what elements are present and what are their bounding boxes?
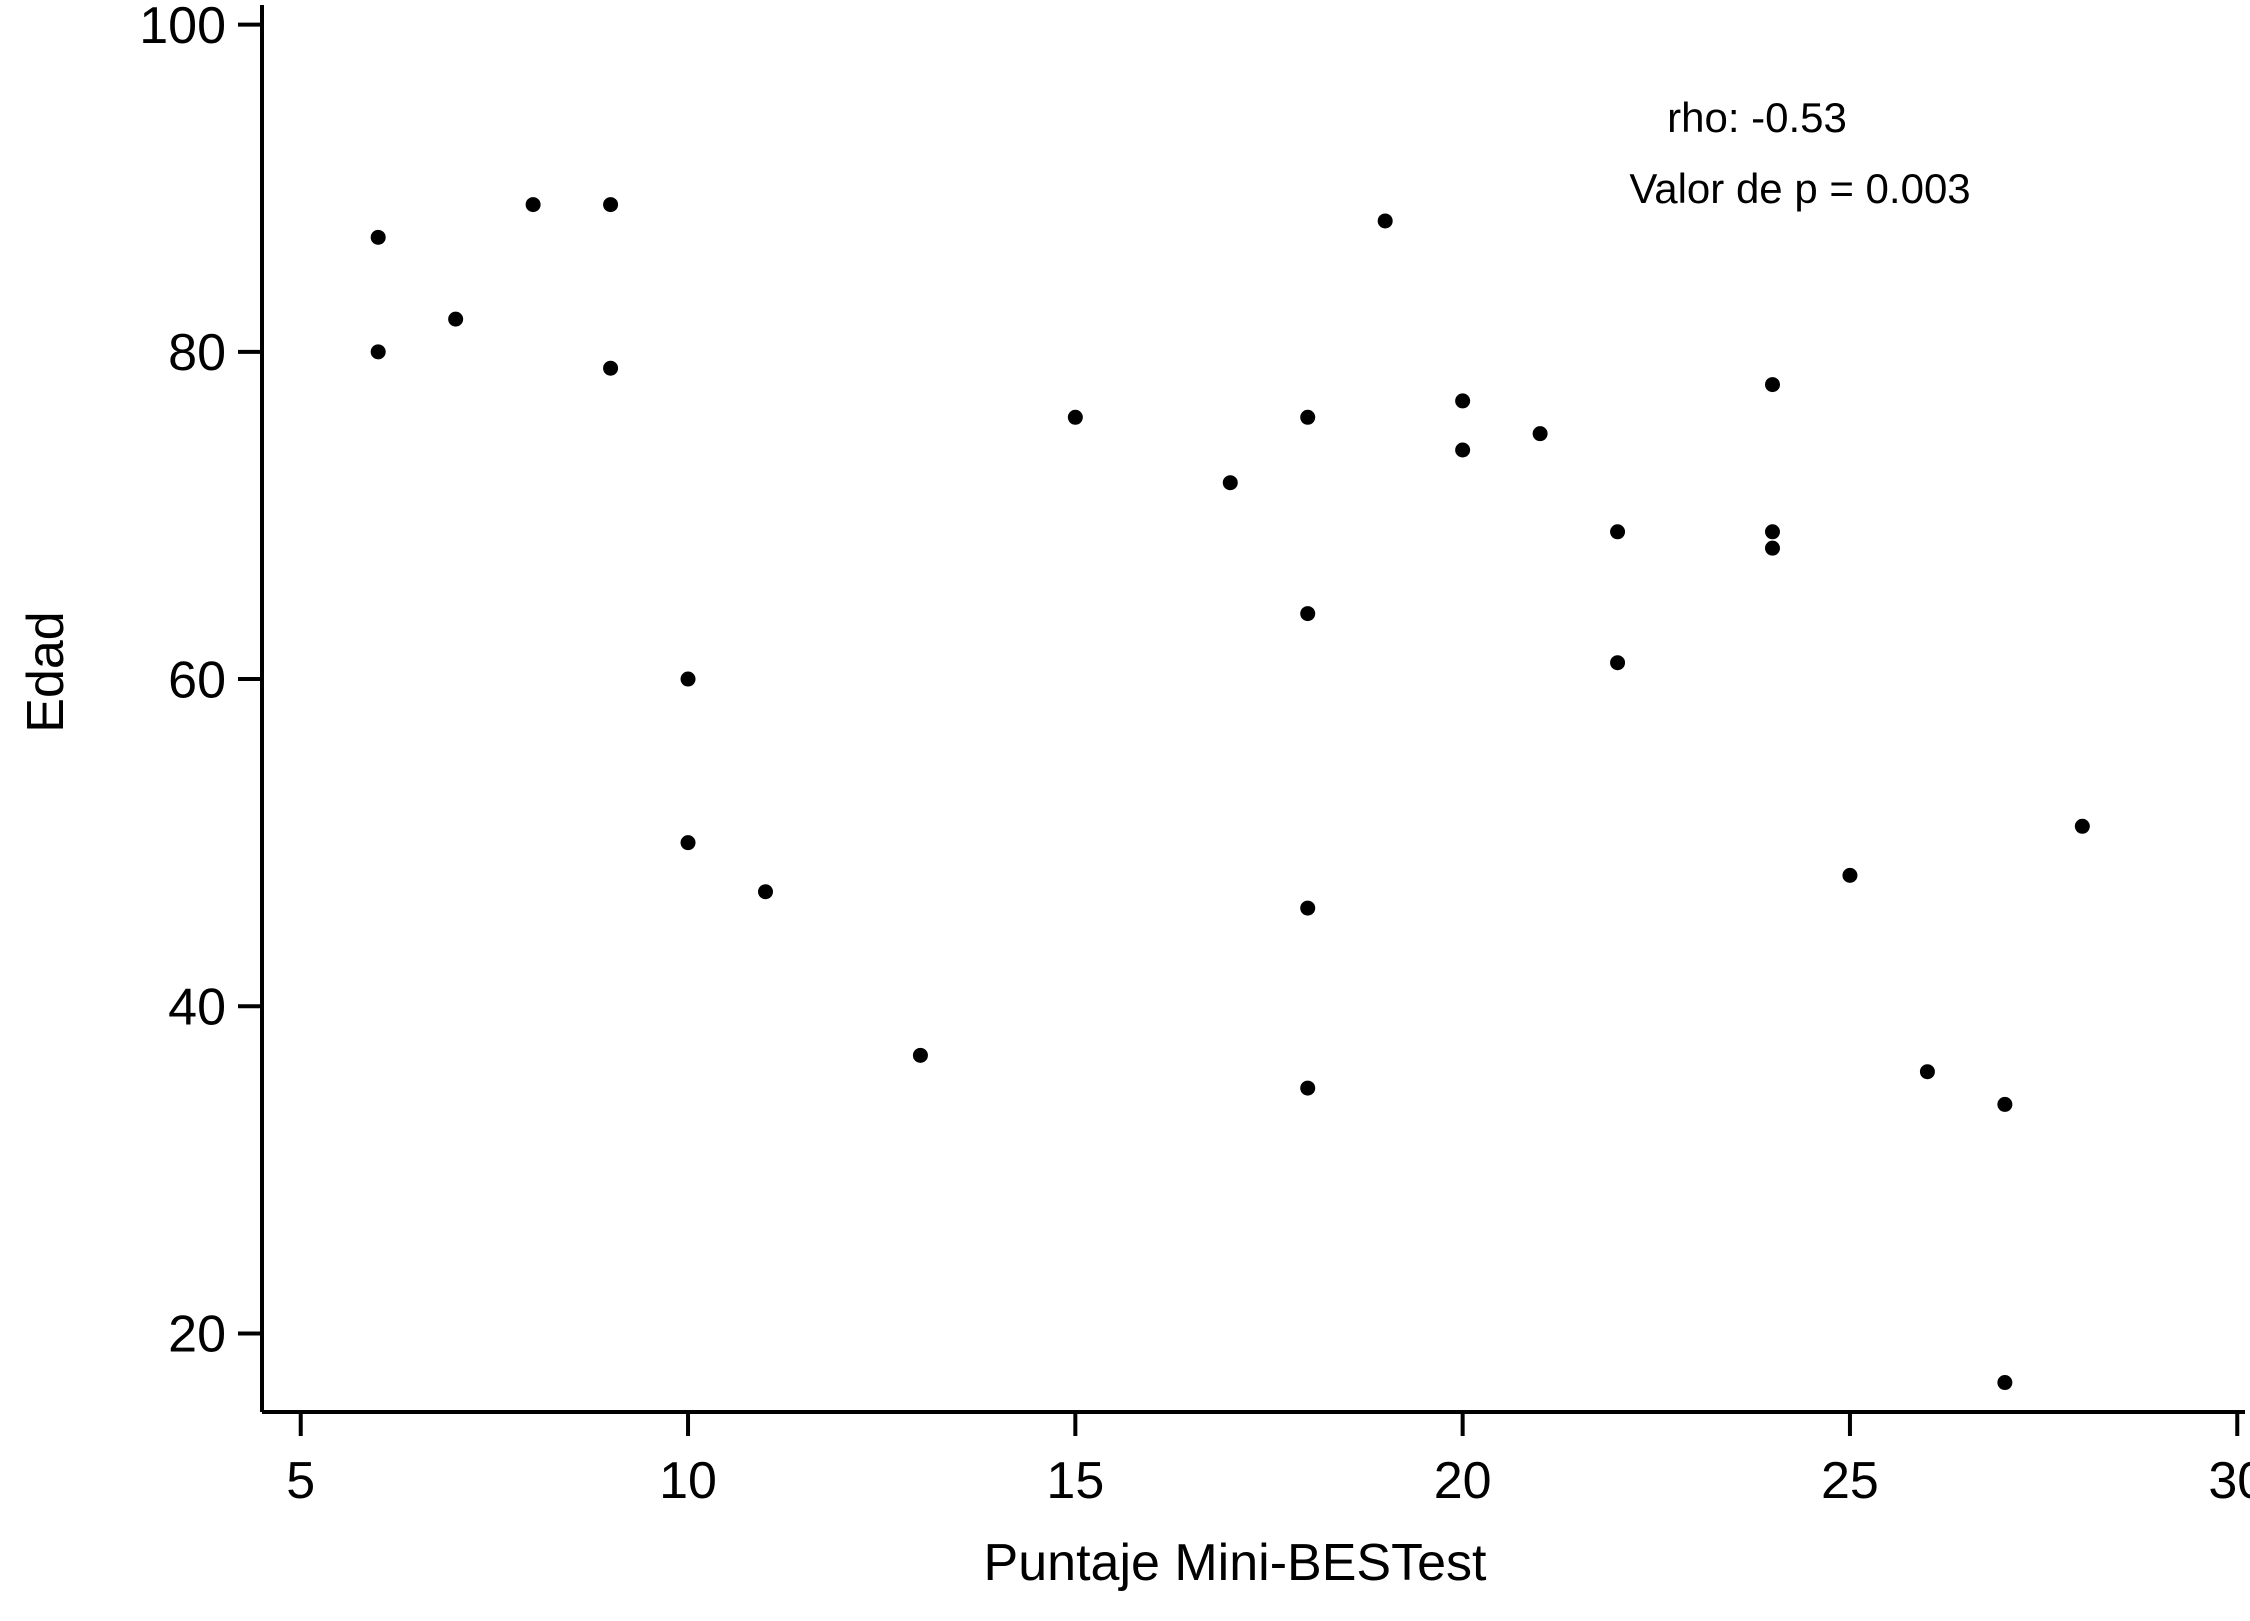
data-point [370, 229, 386, 245]
data-point [1455, 393, 1471, 409]
data-point [1222, 475, 1238, 491]
x-tick-label: 20 [1434, 1452, 1492, 1510]
p-value-annotation: Valor de p = 0.003 [1629, 165, 1970, 212]
data-point [757, 884, 773, 900]
data-point [1455, 442, 1471, 458]
data-point [1842, 867, 1858, 883]
y-tick-label: 100 [139, 0, 226, 55]
x-tick-label: 30 [2208, 1452, 2250, 1510]
x-tick-label: 15 [1046, 1452, 1104, 1510]
data-point [603, 360, 619, 376]
axes [260, 5, 2245, 1414]
data-point [525, 197, 541, 213]
x-tick-label: 10 [659, 1452, 717, 1510]
x-tick-label: 25 [1821, 1452, 1879, 1510]
axis-ticks: 5 10 15 20 25 30 20 40 60 80 100 [139, 0, 2250, 1510]
rho-annotation: rho: -0.53 [1667, 94, 1847, 141]
data-point [603, 197, 619, 213]
y-tick-label: 20 [168, 1306, 226, 1364]
data-point [370, 344, 386, 360]
data-points [370, 197, 2090, 1391]
data-point [1300, 606, 1316, 622]
data-point [1067, 409, 1083, 425]
y-tick-label: 40 [168, 978, 226, 1036]
data-point [1764, 524, 1780, 540]
y-tick-label: 60 [168, 651, 226, 709]
data-point [1764, 377, 1780, 393]
data-point [1532, 426, 1548, 442]
data-point [680, 671, 696, 687]
data-point [680, 835, 696, 851]
data-point [1610, 524, 1626, 540]
data-point [1997, 1096, 2013, 1112]
data-point [1610, 655, 1626, 671]
y-axis-title: Edad [17, 611, 75, 732]
data-point [1300, 409, 1316, 425]
data-point [1300, 900, 1316, 916]
x-axis-title: Puntaje Mini-BESTest [984, 1534, 1487, 1592]
data-point [912, 1047, 928, 1063]
data-point [448, 311, 464, 327]
data-point [1764, 540, 1780, 556]
x-tick-label: 5 [286, 1452, 315, 1510]
y-tick-label: 80 [168, 324, 226, 382]
data-point [1997, 1375, 2013, 1391]
data-point [1919, 1064, 1935, 1080]
data-point [2074, 818, 2090, 834]
data-point [1300, 1080, 1316, 1096]
data-point [1377, 213, 1393, 229]
